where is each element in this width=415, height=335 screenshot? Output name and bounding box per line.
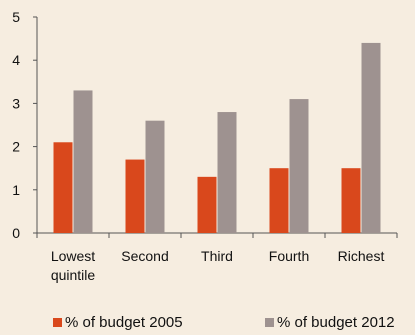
legend-swatch-2012 <box>265 318 274 327</box>
legend-label-2012: % of budget 2012 <box>277 314 395 331</box>
x-tick-label: Lowest quintile <box>51 248 96 283</box>
bar-2012-0 <box>73 90 93 233</box>
bar-2012-4 <box>361 42 381 233</box>
y-tick-labels: 0 1 2 3 4 5 <box>12 9 20 241</box>
bar-2012-2 <box>217 112 237 233</box>
legend-swatch-2005 <box>53 318 62 327</box>
x-tick-label: Third <box>201 248 233 264</box>
bar-2012-3 <box>289 99 309 233</box>
bar-2012-1 <box>145 120 165 233</box>
x-tick-label: Fourth <box>269 248 309 264</box>
bar-2005-0 <box>53 142 73 233</box>
bar-2005-1 <box>125 159 145 233</box>
y-tick-label: 2 <box>12 139 20 155</box>
bar-2005-3 <box>269 168 289 233</box>
legend: % of budget 2005 % of budget 2012 <box>0 314 415 334</box>
x-tick-label: Richest <box>338 248 385 264</box>
axes <box>33 16 398 238</box>
bar-2005-2 <box>197 176 217 233</box>
bar-chart: 0 1 2 3 4 5 Lowest quintile Second Third Fourth Ri… <box>12 9 398 283</box>
x-tick-label: Second <box>121 248 168 264</box>
legend-item-2005: % of budget 2005 <box>53 314 183 331</box>
y-tick-label: 1 <box>12 182 20 198</box>
x-tick-labels: Lowest quintile Second Third Fourth Richest <box>51 248 385 283</box>
y-tick-label: 3 <box>12 95 20 111</box>
bar-2005-4 <box>341 168 361 233</box>
bars <box>53 42 381 233</box>
legend-item-2012: % of budget 2012 <box>265 314 395 331</box>
y-tick-label: 5 <box>12 9 20 25</box>
legend-label-2005: % of budget 2005 <box>65 314 183 331</box>
y-tick-label: 0 <box>12 225 20 241</box>
y-tick-label: 4 <box>12 52 20 68</box>
